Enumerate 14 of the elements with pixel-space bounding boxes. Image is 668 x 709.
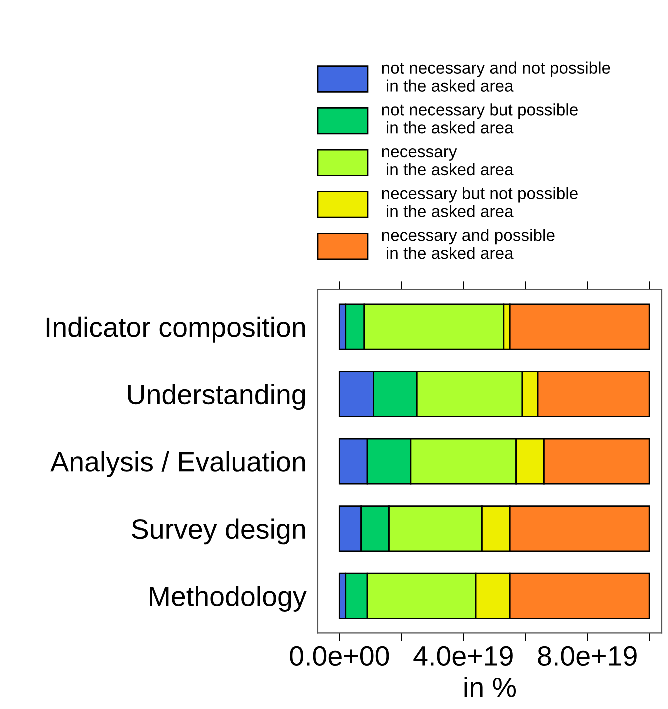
y-tick-label: Analysis / Evaluation xyxy=(50,451,306,478)
y-tick-label: Survey design xyxy=(132,518,306,545)
legend-label: not necessary and not possible in the asked area xyxy=(382,62,610,92)
x-axis-title: in % xyxy=(464,677,516,698)
legend-label: necessary in the asked area xyxy=(382,148,514,176)
legend-label: necessary and possible in the asked area xyxy=(382,229,555,260)
y-tick-label: Indicator composition xyxy=(46,316,306,343)
legend-label: not necessary but possible in the asked area xyxy=(382,104,578,134)
x-tick-label: 8.0e+19 xyxy=(538,646,637,666)
legend-label: necessary but not possible in the asked area xyxy=(382,187,578,218)
x-tick-label: 4.0e+19 xyxy=(414,646,513,666)
y-tick-label: Methodology xyxy=(150,586,307,612)
y-tick-label: Understanding xyxy=(128,384,306,410)
x-tick-label: 0.0e+00 xyxy=(290,646,390,666)
